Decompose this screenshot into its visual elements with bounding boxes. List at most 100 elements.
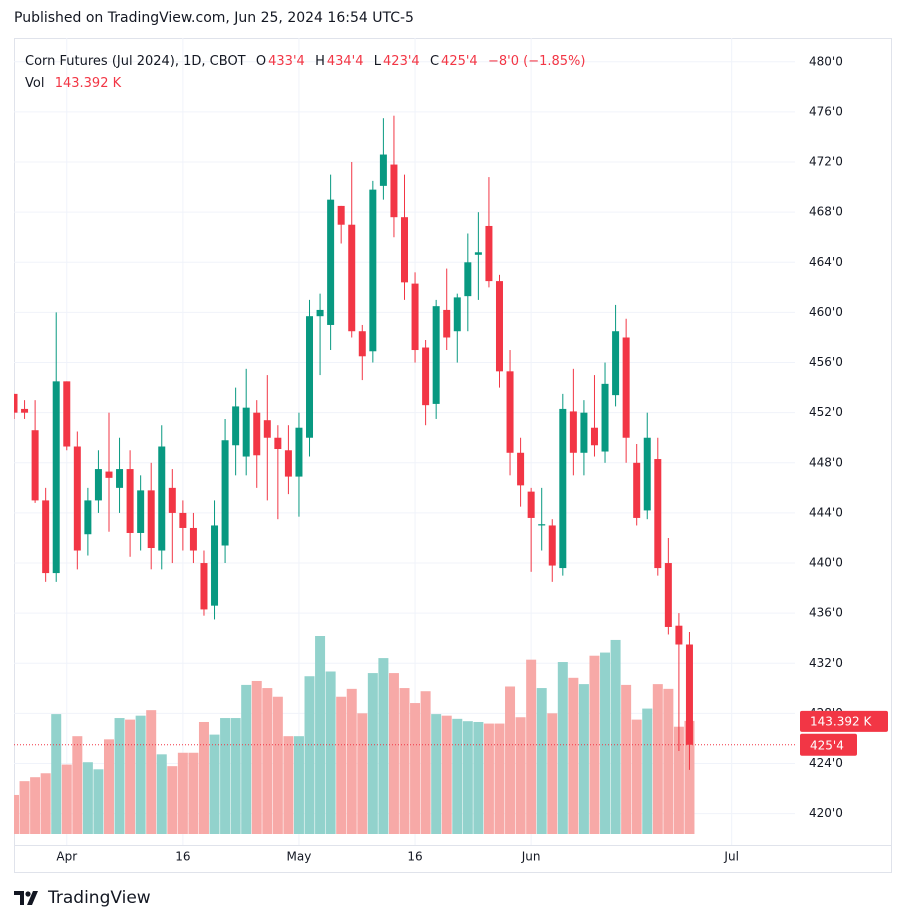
candle-body (242, 407, 250, 457)
volume-bar (82, 762, 93, 834)
volume-bar (388, 673, 399, 834)
candle-body (137, 490, 145, 533)
y-tick-label: 432'0 (809, 656, 843, 670)
volume-bar (315, 636, 326, 834)
volume-bar (272, 696, 283, 834)
x-tick-label: 16 (407, 850, 422, 864)
legend-change: −8'0 (−1.85%) (487, 54, 586, 69)
volume-bar (515, 717, 526, 834)
volume-bar (304, 676, 315, 834)
candle-body (559, 408, 567, 569)
x-tick-label: Jul (723, 850, 738, 864)
x-tick-label: Apr (56, 850, 77, 864)
candle-body (316, 309, 324, 317)
legend-volume: 143.392 K (54, 76, 122, 91)
volume-bar (14, 794, 19, 834)
candle-body (284, 450, 292, 477)
volume-bar (146, 710, 157, 834)
volume-bar (30, 777, 41, 834)
volume-bar (547, 713, 558, 834)
volume-label: 143.392 K (810, 714, 872, 728)
candle-body (221, 440, 229, 546)
candle-body (485, 225, 493, 282)
y-tick-label: 464'0 (809, 255, 843, 269)
candle-body (63, 381, 71, 447)
candle-body (506, 371, 514, 453)
volume-bar (241, 684, 252, 834)
legend-high-label: H (315, 54, 325, 69)
volume-bar (93, 769, 104, 834)
candle-body (147, 490, 155, 549)
volume-bar (673, 726, 684, 834)
candle-body (538, 524, 546, 526)
candle-body (105, 471, 113, 478)
publisher-note: Published on TradingView.com, Jun 25, 20… (14, 10, 414, 26)
chart-frame (14, 38, 892, 873)
volume-bar (663, 688, 674, 834)
volume-bar (536, 688, 547, 834)
legend-row: Corn Futures (Jul 2024), 1D, CBOT O 433'4… (25, 51, 587, 73)
y-tick-label: 440'0 (809, 556, 843, 570)
legend-volume-label: Vol (25, 76, 45, 91)
candle-body (675, 625, 683, 645)
volume-bar (441, 715, 452, 834)
candle-body (612, 331, 620, 396)
volume-bar (167, 766, 178, 834)
volume-bar (188, 752, 199, 834)
volume-bar (198, 721, 209, 834)
candle-body (379, 154, 387, 186)
candle-body (126, 469, 134, 533)
x-tick-label: Jun (521, 850, 541, 864)
y-tick-label: 468'0 (809, 205, 843, 219)
candle-body (622, 337, 630, 438)
candle-body (495, 281, 503, 372)
candle-body (84, 500, 92, 535)
volume-bar (420, 691, 431, 834)
y-tick-label: 476'0 (809, 104, 843, 118)
volume-bar (293, 736, 304, 834)
volume-bar (156, 754, 167, 834)
y-tick-label: 444'0 (809, 505, 843, 519)
volume-bar (621, 684, 632, 834)
candle-body (390, 164, 398, 218)
legend-high: 434'4 (326, 54, 364, 69)
volume-bar (283, 736, 294, 834)
candle-body (601, 383, 609, 452)
candle-body (31, 430, 39, 501)
volume-bar (367, 673, 378, 834)
volume-bar (135, 715, 146, 834)
axes: 420'0424'0428'0432'0436'0440'0444'0448'0… (14, 54, 888, 864)
candle-body (685, 644, 693, 745)
candle-body (464, 262, 472, 297)
candle-body (358, 331, 366, 357)
volume-bar (431, 714, 442, 834)
volume-bar (410, 703, 421, 834)
candles (14, 115, 693, 770)
candle-body (327, 199, 335, 325)
volume-bar (473, 721, 484, 834)
candle-body (569, 411, 577, 453)
candle-body (189, 527, 197, 551)
volume-bar (230, 718, 241, 834)
candle-body (42, 500, 50, 574)
candle-body (580, 412, 588, 453)
x-tick-label: 16 (175, 850, 190, 864)
volume-bar (399, 688, 410, 834)
y-tick-label: 424'0 (809, 756, 843, 770)
volume-bar (568, 677, 579, 834)
legend-close-label: C (429, 54, 440, 69)
volume-bar (483, 723, 494, 834)
volume-bar (684, 720, 695, 834)
candle-body (517, 452, 525, 486)
volume-bar (61, 764, 72, 834)
volume-bar (578, 684, 589, 834)
candle-body (263, 420, 271, 438)
y-tick-label: 436'0 (809, 606, 843, 620)
volume-bar (220, 718, 231, 834)
legend-title: Corn Futures (Jul 2024), 1D, CBOT (25, 54, 246, 69)
legend-close: 425'4 (441, 54, 478, 69)
volume-bar (631, 719, 642, 834)
volume-label-box (800, 710, 888, 732)
y-tick-label: 448'0 (809, 455, 843, 469)
